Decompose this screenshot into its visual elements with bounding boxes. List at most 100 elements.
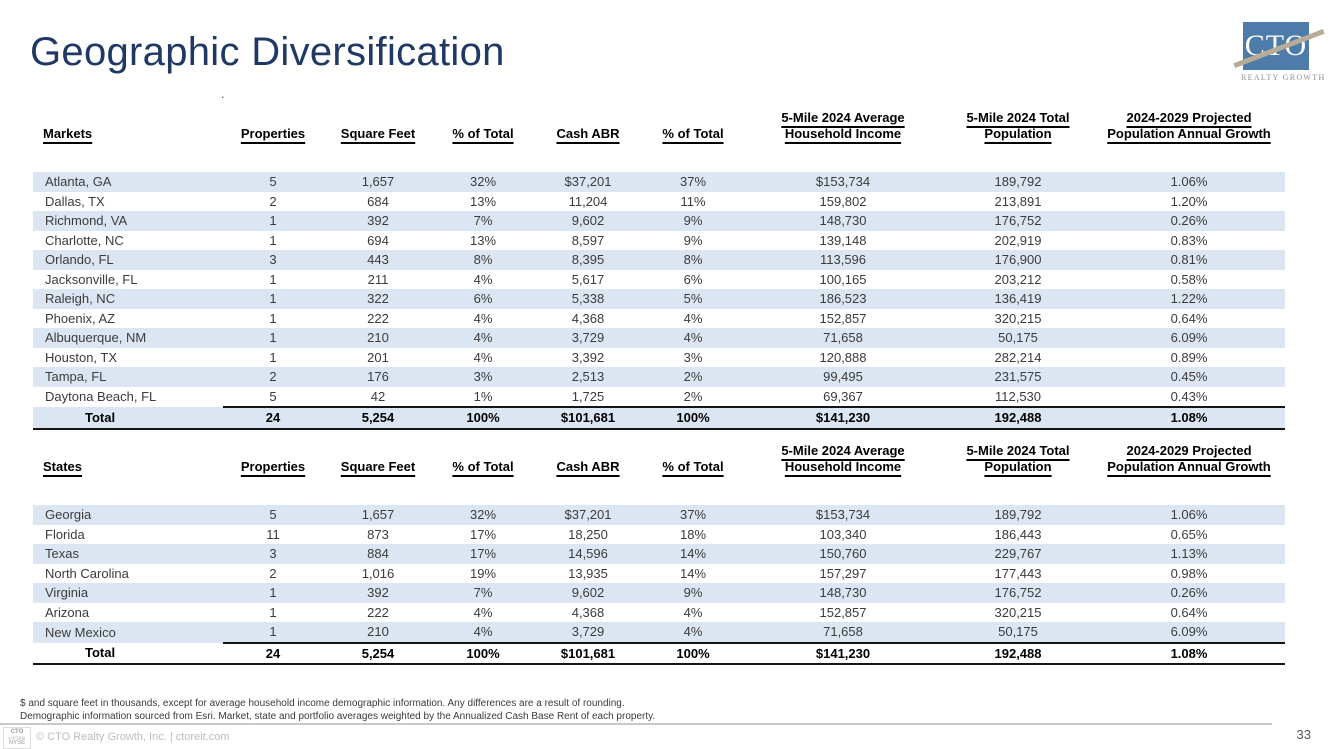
table-cell: 0.45% <box>1093 367 1285 387</box>
table-cell: 13,935 <box>568 565 608 581</box>
table-cell: 5,617 <box>571 271 605 287</box>
table-cell: 148,730 <box>743 583 943 603</box>
table-cell: $141,230 <box>743 406 943 430</box>
table-cell: Phoenix, AZ <box>45 310 116 326</box>
total-row: Total 24 5,254 100% $101,681 100% $141,230 192,… <box>33 641 1285 665</box>
table-cell: 1 <box>269 349 277 365</box>
table-cell: Raleigh, NC <box>33 289 223 309</box>
table-cell: 3 <box>223 544 323 564</box>
table-cell: 37% <box>643 505 743 525</box>
logo-realty-growth-text: REALTY GROWTH <box>1241 73 1326 82</box>
table-cell: 7% <box>433 583 533 603</box>
footnote-line: Demographic information sourced from Esr… <box>20 710 656 722</box>
table-cell: 1.13% <box>1093 544 1285 564</box>
table-cell: 1.22% <box>1093 289 1285 309</box>
column-header: % of Total <box>662 459 724 474</box>
table-cell: Houston, TX <box>45 349 118 365</box>
badge-nyse-text: NYSE <box>8 740 26 747</box>
table-cell: $37,201 <box>533 172 643 192</box>
table-row: Arizona 1 222 4% 4,368 4% 152,857 320,215 0.64% <box>33 603 1285 623</box>
table-cell: Tampa, FL <box>33 367 223 387</box>
table-cell: 0.64% <box>1170 310 1208 326</box>
column-header: 2024-2029 Projected Population Annual Gr… <box>1107 110 1271 141</box>
table-cell: 222 <box>367 310 389 326</box>
table-cell: 4% <box>643 328 743 348</box>
table-cell: 3% <box>433 367 533 387</box>
table-cell: 2,513 <box>533 367 643 387</box>
table-cell: 6.09% <box>1093 328 1285 348</box>
table-cell: 5,254 <box>323 406 433 430</box>
table-cell: 100% <box>433 406 533 430</box>
table-cell: 189,792 <box>943 505 1093 525</box>
table-cell: 1 <box>223 622 323 643</box>
table-cell: 5,338 <box>533 289 643 309</box>
table-cell: 120,888 <box>819 349 867 365</box>
table-cell: 4% <box>473 310 493 326</box>
table-cell: 0.98% <box>1170 565 1208 581</box>
table-cell: 186,523 <box>743 289 943 309</box>
table-cell: 884 <box>323 544 433 564</box>
table-cell: $141,230 <box>743 641 943 665</box>
table-cell: Dallas, TX <box>45 193 105 209</box>
table-cell: 9% <box>643 211 743 231</box>
table-cell: 8,597 <box>571 232 605 248</box>
table-row: Raleigh, NC 1 322 6% 5,338 5% 186,523 136,419 1.… <box>33 289 1285 309</box>
table-cell: 11 <box>266 526 280 542</box>
table-cell: $101,681 <box>533 406 643 430</box>
header-row: States Properties Square Feet % of Total Cas… <box>33 443 1285 505</box>
table-row: Richmond, VA 1 392 7% 9,602 9% 148,730 176,752 0… <box>33 211 1285 231</box>
table-cell: 0.43% <box>1170 388 1208 404</box>
column-header: Properties <box>240 126 306 141</box>
page-number: 33 <box>1296 727 1311 742</box>
table-cell: 1.08% <box>1093 406 1285 430</box>
table-cell: $153,734 <box>743 505 943 525</box>
table-row: Texas 3 884 17% 14,596 14% 150,760 229,767 1.13% <box>33 544 1285 564</box>
states-table-container: States Properties Square Feet % of Total Cas… <box>33 443 1285 665</box>
table-cell: 100,165 <box>819 271 867 287</box>
table-cell: Atlanta, GA <box>33 172 223 192</box>
badge-cto-text: CTO <box>10 729 24 735</box>
table-cell: New Mexico <box>33 622 223 643</box>
table-cell: 2 <box>269 565 277 581</box>
table-cell: 112,530 <box>994 388 1042 404</box>
table-cell: 18% <box>679 526 707 542</box>
table-cell: 211 <box>367 271 389 287</box>
table-cell: 320,215 <box>994 310 1042 326</box>
table-cell: Georgia <box>33 505 223 525</box>
column-header: Cash ABR <box>556 459 620 474</box>
table-cell: 19% <box>469 565 497 581</box>
table-cell: Orlando, FL <box>33 250 223 270</box>
table-row: Virginia 1 392 7% 9,602 9% 148,730 176,752 0.26% <box>33 583 1285 603</box>
table-cell: 210 <box>323 328 433 348</box>
table-cell: 3% <box>683 349 703 365</box>
table-cell: 176,752 <box>943 583 1093 603</box>
markets-table: Markets Properties Square Feet % of Total Ca… <box>33 110 1285 430</box>
table-cell: 152,857 <box>819 604 867 620</box>
table-cell: 1.06% <box>1093 505 1285 525</box>
column-header: 5-Mile 2024 Total Population <box>966 443 1070 474</box>
nyse-listed-badge: CTO LISTED NYSE <box>3 727 31 749</box>
stray-period-mark: . <box>221 86 225 101</box>
table-row: Dallas, TX 2 684 13% 11,204 11% 159,802 213,891… <box>33 192 1285 212</box>
table-cell: 443 <box>323 250 433 270</box>
table-cell: 222 <box>367 604 389 620</box>
column-header: Square Feet <box>340 126 416 141</box>
table-cell: 71,658 <box>743 622 943 643</box>
total-row: Total 24 5,254 100% $101,681 100% $141,230 192,… <box>33 406 1285 430</box>
table-cell: 186,443 <box>994 526 1042 542</box>
table-cell: 9% <box>683 232 703 248</box>
table-cell: $101,681 <box>533 641 643 665</box>
table-cell: 320,215 <box>994 604 1042 620</box>
table-cell: 32% <box>433 505 533 525</box>
table-cell: 0.89% <box>1170 349 1208 365</box>
table-cell: 157,297 <box>819 565 867 581</box>
cto-realty-growth-logo: CTO REALTY GROWTH <box>1233 22 1326 82</box>
table-cell: 1 <box>269 271 277 287</box>
table-cell: 103,340 <box>819 526 867 542</box>
table-cell: 192,488 <box>943 406 1093 430</box>
table-cell: Arizona <box>45 604 90 620</box>
table-cell: 113,596 <box>743 250 943 270</box>
logo-square: CTO <box>1233 22 1325 70</box>
table-cell: 24 <box>223 641 323 665</box>
table-cell: 192,488 <box>943 641 1093 665</box>
